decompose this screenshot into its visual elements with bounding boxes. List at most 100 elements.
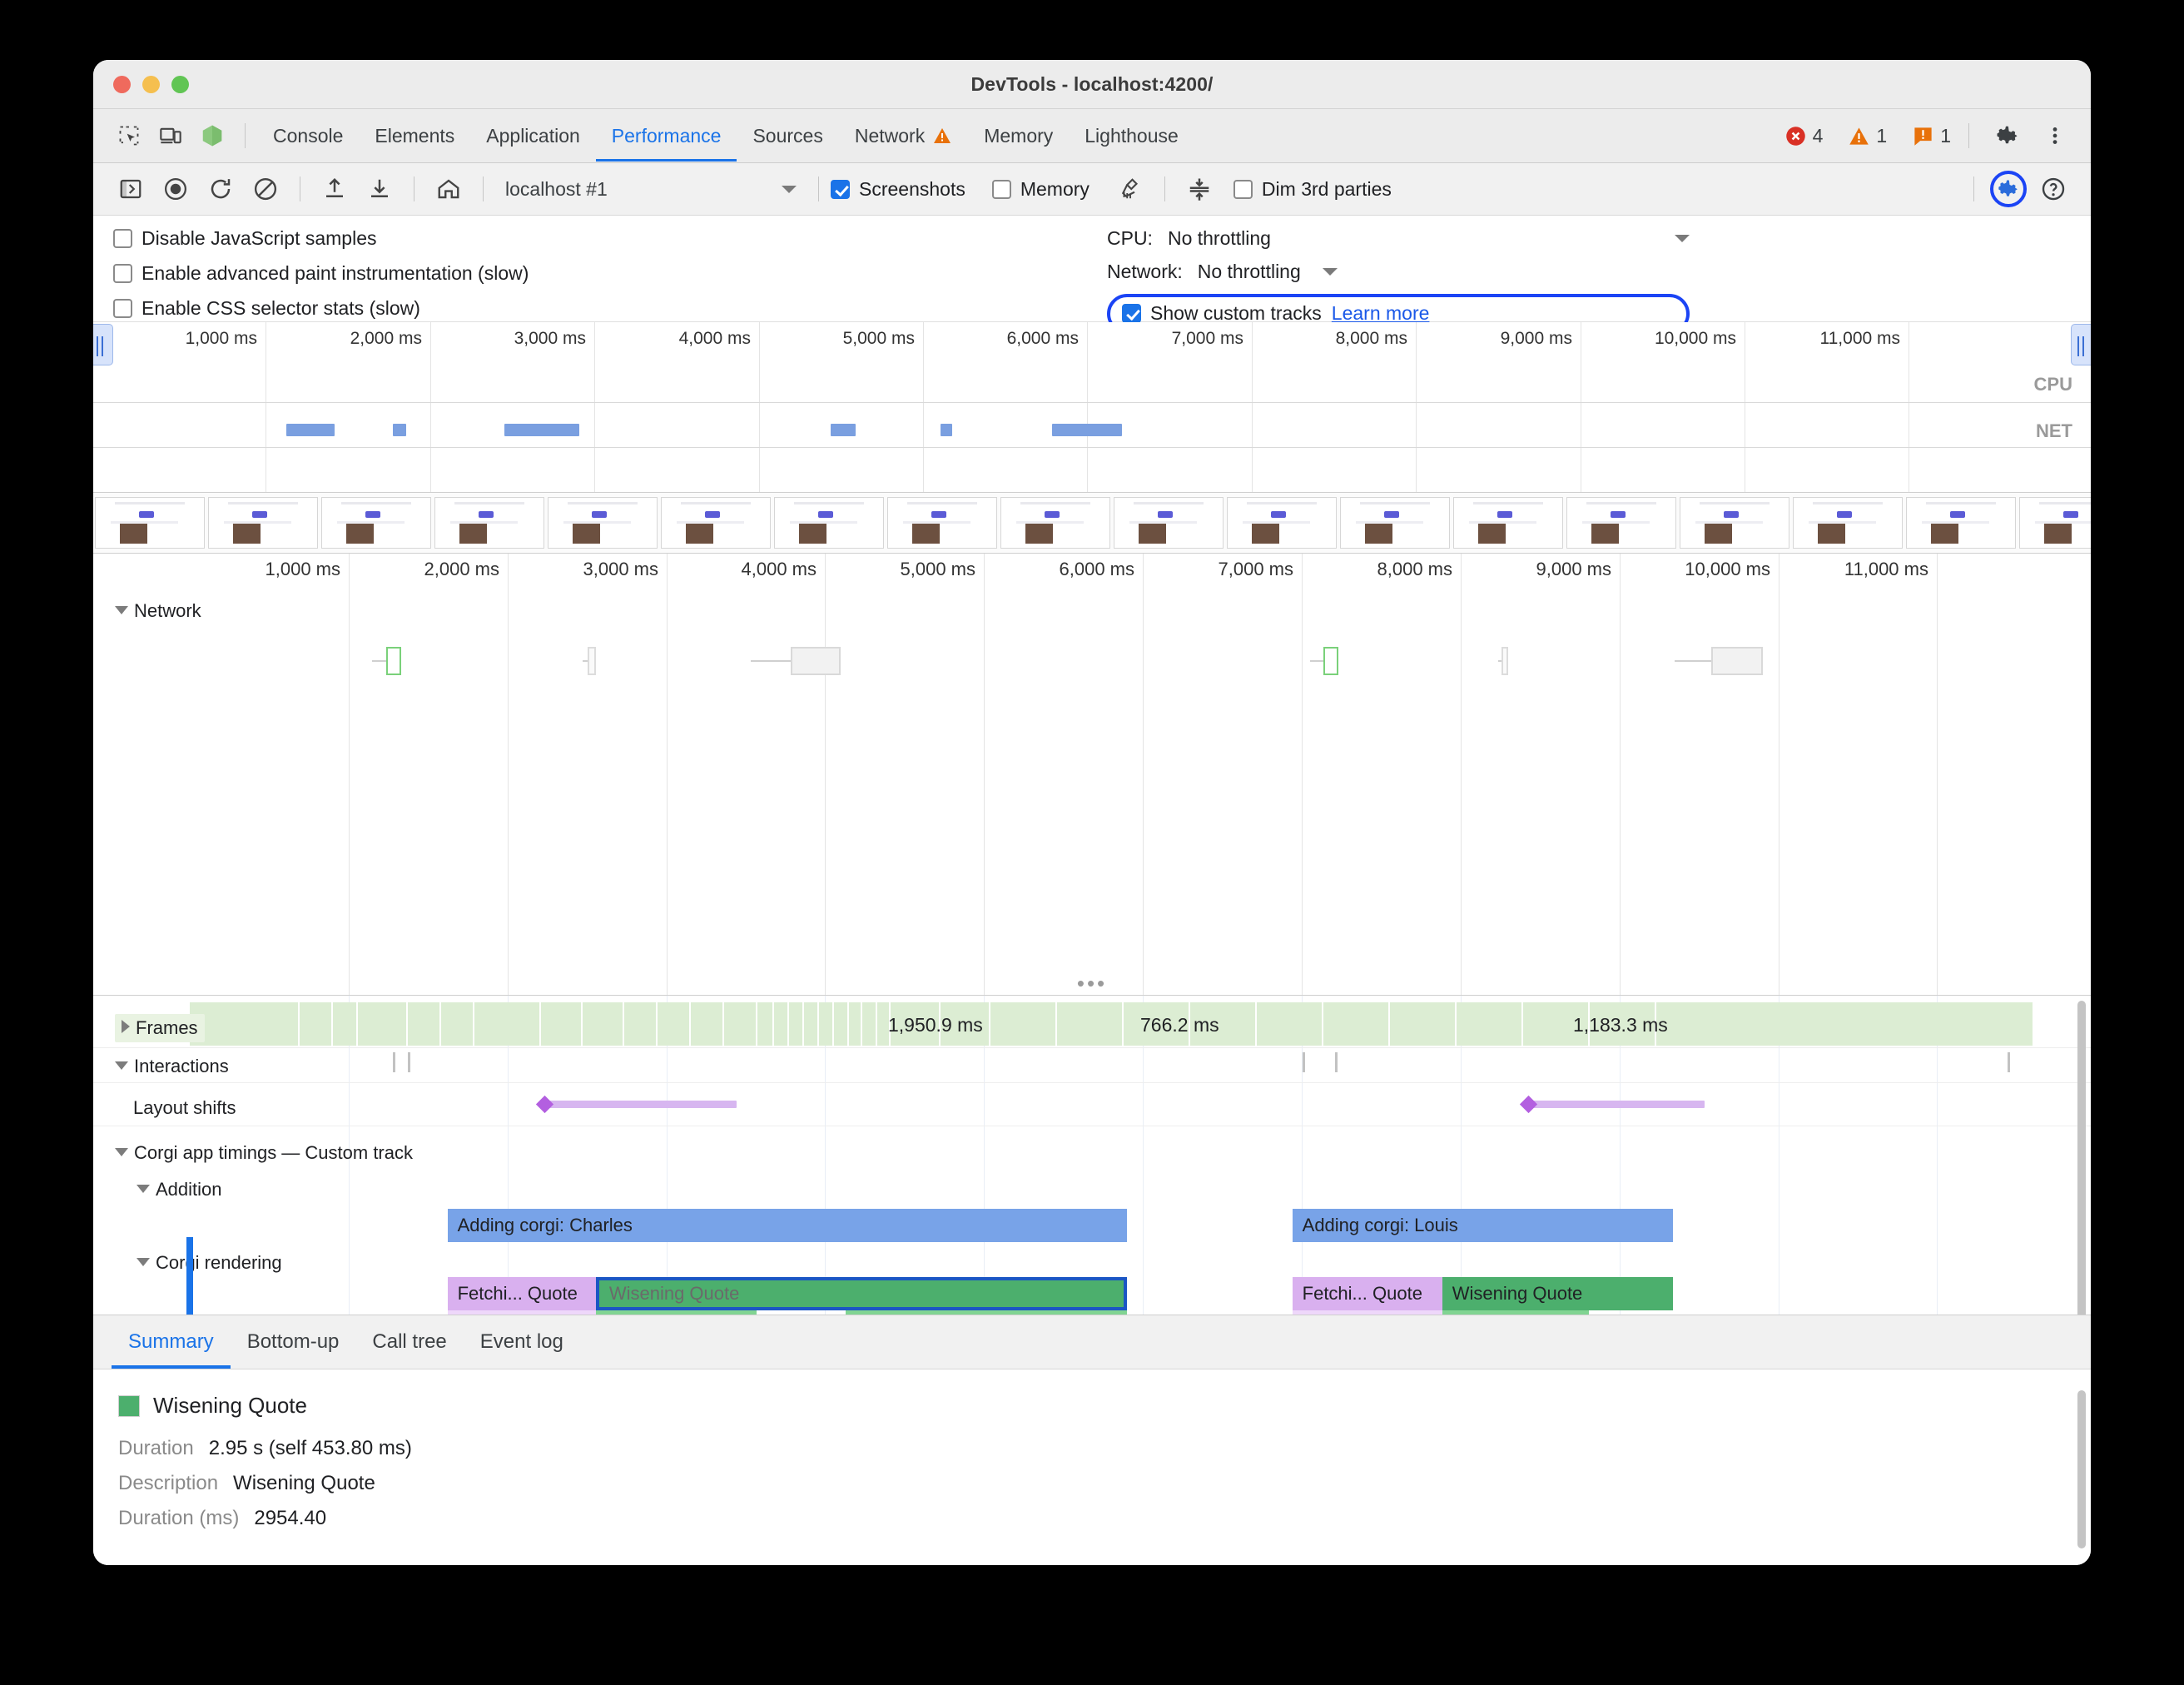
cpu-throttling-value: No throttling bbox=[1167, 227, 1271, 249]
overview-window-right-handle[interactable] bbox=[2071, 324, 2091, 365]
load-profile-button[interactable] bbox=[312, 170, 357, 208]
group-corgi-rendering[interactable]: Corgi rendering bbox=[136, 1252, 282, 1274]
layout-shift-cluster[interactable] bbox=[1525, 1101, 1705, 1108]
reload-and-record-button[interactable] bbox=[198, 170, 243, 208]
filmstrip-frame[interactable] bbox=[1114, 497, 1224, 549]
filmstrip-frame[interactable] bbox=[1340, 497, 1450, 549]
tab-bottom-up[interactable]: Bottom-up bbox=[231, 1316, 356, 1369]
inspect-element-icon[interactable] bbox=[108, 117, 150, 155]
screenshots-checkbox[interactable]: Screenshots bbox=[831, 178, 965, 201]
more-options-icon[interactable] bbox=[2034, 117, 2076, 155]
frames-band[interactable] bbox=[190, 1002, 2033, 1046]
track-interactions[interactable]: Interactions bbox=[115, 1056, 229, 1077]
tab-network[interactable]: Network bbox=[839, 110, 968, 162]
layout-shift-cluster[interactable] bbox=[541, 1101, 737, 1108]
tab-application[interactable]: Application bbox=[470, 110, 596, 162]
filmstrip-frame[interactable] bbox=[774, 497, 884, 549]
tab-call-tree[interactable]: Call tree bbox=[355, 1316, 463, 1369]
learn-more-link[interactable]: Learn more bbox=[1331, 302, 1430, 324]
track-layout-shifts[interactable]: Layout shifts bbox=[133, 1097, 236, 1119]
disable-js-samples-checkbox[interactable]: Disable JavaScript samples bbox=[113, 227, 1087, 250]
capture-settings-gear-icon[interactable] bbox=[1986, 170, 2031, 208]
filmstrip-frame[interactable] bbox=[548, 497, 658, 549]
show-custom-tracks-checkbox[interactable]: Show custom tracks bbox=[1122, 302, 1322, 325]
track-frames[interactable]: Frames bbox=[115, 1014, 205, 1042]
network-request-bar[interactable] bbox=[1502, 647, 1508, 675]
collapse-expand-icon[interactable] bbox=[1177, 170, 1222, 208]
filmstrip-frame[interactable] bbox=[208, 497, 318, 549]
tab-event-log[interactable]: Event log bbox=[464, 1316, 580, 1369]
network-request-bar[interactable] bbox=[1711, 647, 1763, 675]
help-icon[interactable] bbox=[2031, 170, 2076, 208]
clear-recording-button[interactable] bbox=[243, 170, 288, 208]
layout-shift-marker[interactable] bbox=[536, 1095, 554, 1114]
summary-scrollbar[interactable] bbox=[2077, 1390, 2086, 1548]
minimize-window-button[interactable] bbox=[142, 75, 160, 93]
overview-window-left-handle[interactable] bbox=[93, 324, 113, 365]
timeline-overview[interactable]: 1,000 ms 2,000 ms 3,000 ms 4,000 ms 5,000 ms… bbox=[93, 322, 2091, 493]
summary-event-title: Wisening Quote bbox=[118, 1393, 2091, 1419]
filmstrip-frame[interactable] bbox=[1000, 497, 1110, 549]
filmstrip-frame[interactable] bbox=[1453, 497, 1563, 549]
network-request-bar[interactable] bbox=[1323, 647, 1338, 675]
filmstrip-frame[interactable] bbox=[2019, 497, 2091, 549]
network-request-bar[interactable] bbox=[588, 647, 596, 675]
frame-boundary bbox=[876, 1002, 877, 1046]
flame-tick-label: 10,000 ms bbox=[1685, 559, 1770, 579]
layout-shift-marker[interactable] bbox=[1520, 1095, 1538, 1114]
issues-icon bbox=[1914, 127, 1932, 146]
dim-third-parties-checkbox[interactable]: Dim 3rd parties bbox=[1233, 178, 1392, 201]
network-request-bar[interactable] bbox=[386, 647, 401, 675]
filmstrip-frame[interactable] bbox=[1227, 497, 1337, 549]
settings-gear-icon[interactable] bbox=[1987, 117, 2028, 155]
advanced-paint-checkbox[interactable]: Enable advanced paint instrumentation (s… bbox=[113, 262, 1087, 285]
save-profile-button[interactable] bbox=[357, 170, 402, 208]
cpu-throttling-row[interactable]: CPU: No throttling bbox=[1107, 227, 1690, 250]
resize-handle[interactable]: ••• bbox=[1076, 971, 1108, 996]
flame-event-bar[interactable]: Adding corgi: Charles bbox=[447, 1209, 1127, 1242]
css-selector-stats-checkbox[interactable]: Enable CSS selector stats (slow) bbox=[113, 297, 1087, 320]
flame-event-bar[interactable]: Wisening Quote bbox=[1442, 1277, 1674, 1310]
tracks-scrollbar[interactable] bbox=[2077, 1001, 2086, 1350]
group-addition[interactable]: Addition bbox=[136, 1179, 222, 1200]
toggle-sidebar-icon[interactable] bbox=[108, 170, 153, 208]
tab-lighthouse[interactable]: Lighthouse bbox=[1069, 110, 1194, 162]
flame-event-bar[interactable]: Adding corgi: Louis bbox=[1292, 1209, 1674, 1242]
tab-console[interactable]: Console bbox=[257, 110, 359, 162]
tab-summary[interactable]: Summary bbox=[112, 1316, 231, 1369]
filmstrip-frame[interactable] bbox=[1793, 497, 1903, 549]
home-icon[interactable] bbox=[426, 170, 471, 208]
track-corgi-app-timings[interactable]: Corgi app timings — Custom track bbox=[115, 1142, 413, 1164]
tab-performance[interactable]: Performance bbox=[596, 110, 737, 162]
profile-select[interactable]: localhost #1 bbox=[495, 171, 807, 207]
flame-event-bar[interactable]: Fetchi... Quote bbox=[1292, 1277, 1442, 1310]
flame-event-bar[interactable]: Fetchi... Quote bbox=[447, 1277, 596, 1310]
tab-sources[interactable]: Sources bbox=[737, 110, 838, 162]
close-window-button[interactable] bbox=[113, 75, 131, 93]
tab-elements[interactable]: Elements bbox=[359, 110, 470, 162]
screenshot-filmstrip[interactable] bbox=[93, 493, 2091, 554]
flame-event-bar[interactable]: Wisening Quote bbox=[595, 1277, 1127, 1310]
filmstrip-frame[interactable] bbox=[887, 497, 997, 549]
flame-tick-label: 5,000 ms bbox=[900, 559, 976, 579]
memory-checkbox[interactable]: Memory bbox=[991, 178, 1090, 201]
device-toolbar-icon[interactable] bbox=[150, 117, 191, 155]
filmstrip-frame[interactable] bbox=[1566, 497, 1676, 549]
filmstrip-frame[interactable] bbox=[1906, 497, 2016, 549]
checkbox-box bbox=[113, 264, 132, 283]
maximize-window-button[interactable] bbox=[171, 75, 189, 93]
filmstrip-frame[interactable] bbox=[661, 497, 771, 549]
garbage-collect-icon[interactable] bbox=[1108, 170, 1153, 208]
filmstrip-frame[interactable] bbox=[321, 497, 431, 549]
network-throttling-row[interactable]: Network: No throttling bbox=[1107, 261, 1690, 283]
tab-memory[interactable]: Memory bbox=[968, 110, 1069, 162]
network-request-bar[interactable] bbox=[791, 647, 841, 675]
filmstrip-frame[interactable] bbox=[95, 497, 205, 549]
record-button[interactable] bbox=[153, 170, 198, 208]
flame-ruler: 1,000 ms 2,000 ms 3,000 ms 4,000 ms 5,000 ms… bbox=[93, 554, 2091, 995]
status-counts[interactable]: 4 1 1 bbox=[1784, 117, 2076, 155]
filmstrip-frame[interactable] bbox=[434, 497, 544, 549]
network-track-pane[interactable]: 1,000 ms 2,000 ms 3,000 ms 4,000 ms 5,000 ms… bbox=[93, 554, 2091, 996]
track-network[interactable]: Network bbox=[115, 600, 201, 622]
filmstrip-frame[interactable] bbox=[1680, 497, 1789, 549]
